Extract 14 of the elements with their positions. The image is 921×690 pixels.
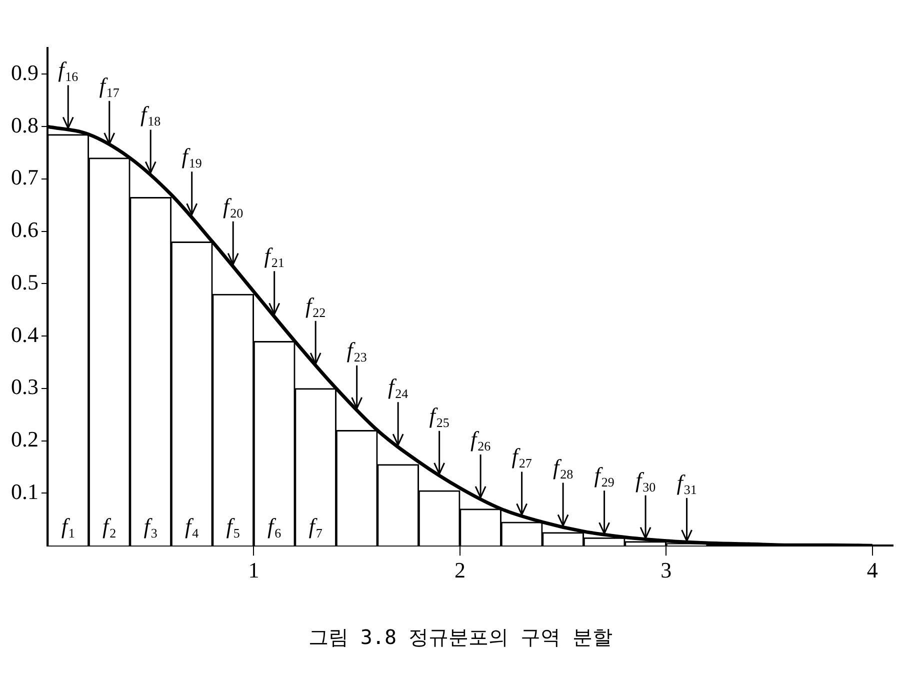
y-tick-label: 0.3 (11, 374, 38, 400)
y-tick-label: 0.6 (11, 217, 38, 242)
x-tick-label: 4 (866, 558, 878, 583)
y-tick-label: 0.8 (11, 112, 38, 138)
y-tick-label: 0.2 (11, 426, 38, 452)
y-tick-label: 0.9 (11, 60, 38, 85)
x-tick-label: 1 (248, 558, 260, 583)
x-tick-label: 2 (454, 558, 466, 583)
text: 그림 3.8 정규분포의 구역 분할 (307, 624, 614, 651)
y-tick-label: 0.5 (11, 269, 38, 294)
y-tick-label: 0.7 (11, 164, 38, 190)
x-tick-label: 3 (660, 558, 672, 583)
y-tick-label: 0.1 (11, 479, 38, 504)
y-tick-label: 0.4 (11, 322, 38, 347)
